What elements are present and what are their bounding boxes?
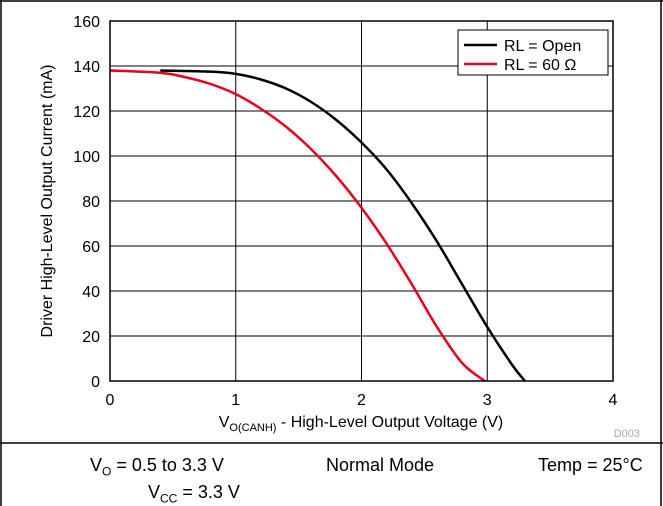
condition-mode: Normal Mode	[326, 455, 435, 475]
y-tick-labels: 0 20 40 60 80 100 120 140 160	[73, 14, 100, 391]
y-axis-label: Driver High-Level Output Current (mA)	[39, 65, 56, 338]
y-tick-label: 0	[91, 374, 100, 391]
legend-label-60ohm: RL = 60 Ω	[504, 57, 576, 74]
x-tick-label: 2	[357, 392, 366, 409]
x-tick-labels: 0 1 2 3 4	[106, 392, 618, 409]
x-tick-label: 3	[483, 392, 492, 409]
legend-label-open: RL = Open	[504, 38, 581, 55]
grid-lines	[110, 21, 613, 381]
data-series	[109, 69, 526, 383]
y-tick-label: 80	[82, 194, 100, 211]
condition-temp: Temp = 25°C	[538, 455, 643, 475]
x-tick-label: 0	[106, 392, 115, 409]
x-axis-label: VO(CANH) - High-Level Output Voltage (V)	[219, 414, 504, 434]
x-tick-label: 1	[231, 392, 240, 409]
x-tick-label: 4	[609, 392, 618, 409]
legend-box	[457, 29, 609, 76]
legend: RL = Open RL = 60 Ω	[457, 29, 609, 76]
y-tick-label: 40	[82, 284, 100, 301]
condition-vo: VO = 0.5 to 3.3 V	[90, 455, 224, 479]
plot-area-border	[109, 20, 614, 382]
y-tick-label: 120	[73, 104, 100, 121]
y-tick-label: 160	[73, 14, 100, 31]
series-line-rl-60ohm	[109, 69, 486, 383]
y-tick-label: 140	[73, 59, 100, 76]
y-tick-label: 20	[82, 329, 100, 346]
condition-vcc: VCC = 3.3 V	[148, 482, 240, 506]
y-tick-label: 100	[73, 149, 100, 166]
series-line-rl-open	[160, 69, 526, 382]
figure-id: D003	[614, 428, 640, 440]
y-tick-label: 60	[82, 239, 100, 256]
